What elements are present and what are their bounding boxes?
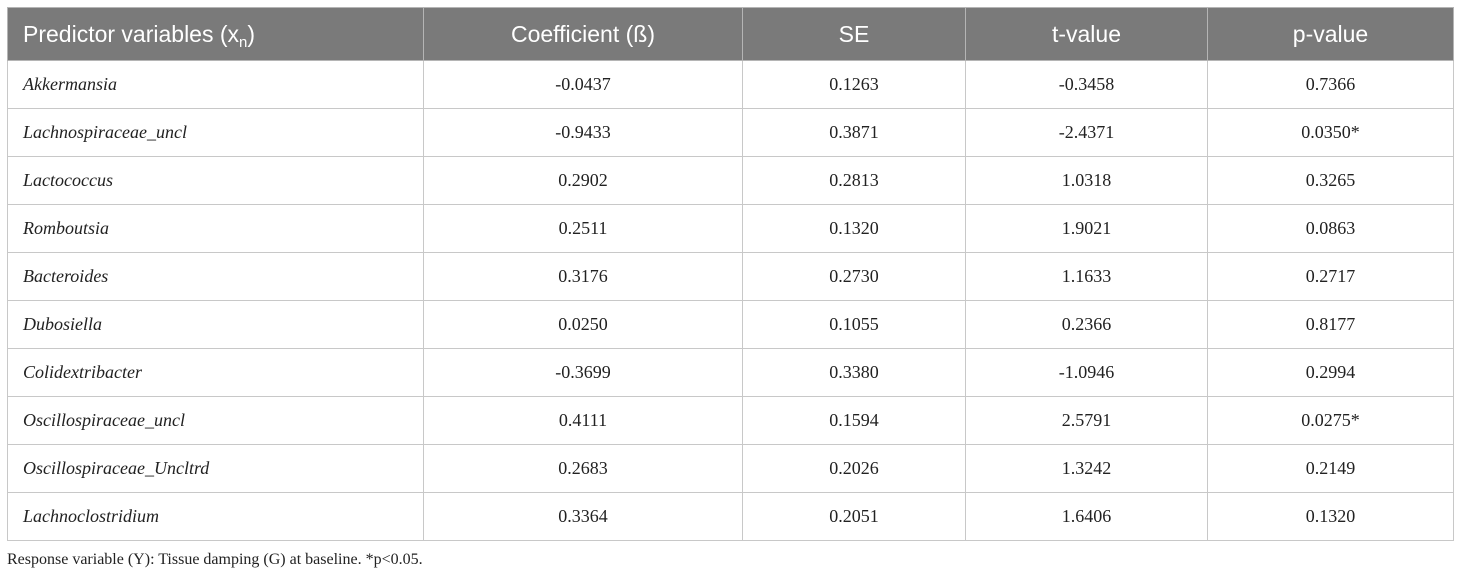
cell-coefficient: 0.2902 (423, 156, 743, 205)
cell-se: 0.3380 (742, 348, 966, 397)
cell-t-value: 1.1633 (965, 252, 1208, 301)
cell-t-value: 1.9021 (965, 204, 1208, 253)
table-row: Oscillospiraceae_uncl 0.4111 0.1594 2.5791 0… (7, 396, 1454, 445)
header-coefficient: Coefficient (ß) (423, 7, 743, 61)
cell-se: 0.2026 (742, 444, 966, 493)
cell-predictor-name: Lachnoclostridium (7, 492, 424, 541)
cell-t-value: 1.6406 (965, 492, 1208, 541)
cell-coefficient: 0.0250 (423, 300, 743, 349)
table-row: Dubosiella 0.0250 0.1055 0.2366 0.8177 (7, 300, 1454, 349)
table-row: Lachnospiraceae_uncl -0.9433 0.3871 -2.4371… (7, 108, 1454, 157)
cell-coefficient: -0.9433 (423, 108, 743, 157)
cell-se: 0.1320 (742, 204, 966, 253)
cell-se: 0.1594 (742, 396, 966, 445)
cell-coefficient: 0.3364 (423, 492, 743, 541)
cell-se: 0.3871 (742, 108, 966, 157)
cell-p-value: 0.7366 (1207, 60, 1454, 109)
table-row: Lachnoclostridium 0.3364 0.2051 1.6406 0.132… (7, 492, 1454, 541)
cell-se: 0.1263 (742, 60, 966, 109)
header-row: Predictor variables (xn) Coefficient (ß)… (7, 7, 1454, 61)
table-footnote: Response variable (Y): Tissue damping (G… (7, 551, 423, 568)
cell-se: 0.2813 (742, 156, 966, 205)
header-predictor-subscript: n (239, 33, 248, 51)
cell-coefficient: 0.2511 (423, 204, 743, 253)
table-row: Lactococcus 0.2902 0.2813 1.0318 0.3265 (7, 156, 1454, 205)
table-row: Colidextribacter -0.3699 0.3380 -1.0946 0.29… (7, 348, 1454, 397)
cell-se: 0.1055 (742, 300, 966, 349)
cell-t-value: 0.2366 (965, 300, 1208, 349)
cell-predictor-name: Dubosiella (7, 300, 424, 349)
header-p-value: p-value (1207, 7, 1454, 61)
cell-t-value: -0.3458 (965, 60, 1208, 109)
cell-coefficient: 0.3176 (423, 252, 743, 301)
cell-se: 0.2730 (742, 252, 966, 301)
cell-predictor-name: Oscillospiraceae_uncl (7, 396, 424, 445)
cell-coefficient: 0.2683 (423, 444, 743, 493)
cell-predictor-name: Colidextribacter (7, 348, 424, 397)
cell-p-value: 0.0275* (1207, 396, 1454, 445)
cell-predictor-name: Romboutsia (7, 204, 424, 253)
cell-t-value: -2.4371 (965, 108, 1208, 157)
header-predictor-label: Predictor variables (x (23, 20, 240, 47)
cell-t-value: -1.0946 (965, 348, 1208, 397)
table-row: Oscillospiraceae_Uncltrd 0.2683 0.2026 1.32… (7, 444, 1454, 493)
table-row: Romboutsia 0.2511 0.1320 1.9021 0.0863 (7, 204, 1454, 253)
cell-p-value: 0.8177 (1207, 300, 1454, 349)
cell-p-value: 0.2149 (1207, 444, 1454, 493)
cell-predictor-name: Lactococcus (7, 156, 424, 205)
cell-p-value: 0.0863 (1207, 204, 1454, 253)
cell-p-value: 0.3265 (1207, 156, 1454, 205)
cell-coefficient: -0.3699 (423, 348, 743, 397)
cell-se: 0.2051 (742, 492, 966, 541)
cell-p-value: 0.2994 (1207, 348, 1454, 397)
cell-predictor-name: Bacteroides (7, 252, 424, 301)
cell-predictor-name: Lachnospiraceae_uncl (7, 108, 424, 157)
header-se: SE (742, 7, 966, 61)
cell-coefficient: 0.4111 (423, 396, 743, 445)
regression-table: Predictor variables (xn) Coefficient (ß)… (7, 7, 1454, 541)
cell-coefficient: -0.0437 (423, 60, 743, 109)
cell-predictor-name: Akkermansia (7, 60, 424, 109)
table-header: Predictor variables (xn) Coefficient (ß)… (7, 7, 1454, 61)
cell-predictor-name: Oscillospiraceae_Uncltrd (7, 444, 424, 493)
header-t-value: t-value (965, 7, 1208, 61)
table-row: Bacteroides 0.3176 0.2730 1.1633 0.2717 (7, 252, 1454, 301)
cell-p-value: 0.0350* (1207, 108, 1454, 157)
header-predictor-variables: Predictor variables (xn) (7, 7, 424, 61)
cell-t-value: 1.3242 (965, 444, 1208, 493)
cell-t-value: 2.5791 (965, 396, 1208, 445)
cell-p-value: 0.1320 (1207, 492, 1454, 541)
table-row: Akkermansia -0.0437 0.1263 -0.3458 0.7366 (7, 60, 1454, 109)
table-body: Akkermansia -0.0437 0.1263 -0.3458 0.7366 Lac… (7, 60, 1454, 541)
cell-t-value: 1.0318 (965, 156, 1208, 205)
header-predictor-close: ) (247, 20, 256, 47)
cell-p-value: 0.2717 (1207, 252, 1454, 301)
